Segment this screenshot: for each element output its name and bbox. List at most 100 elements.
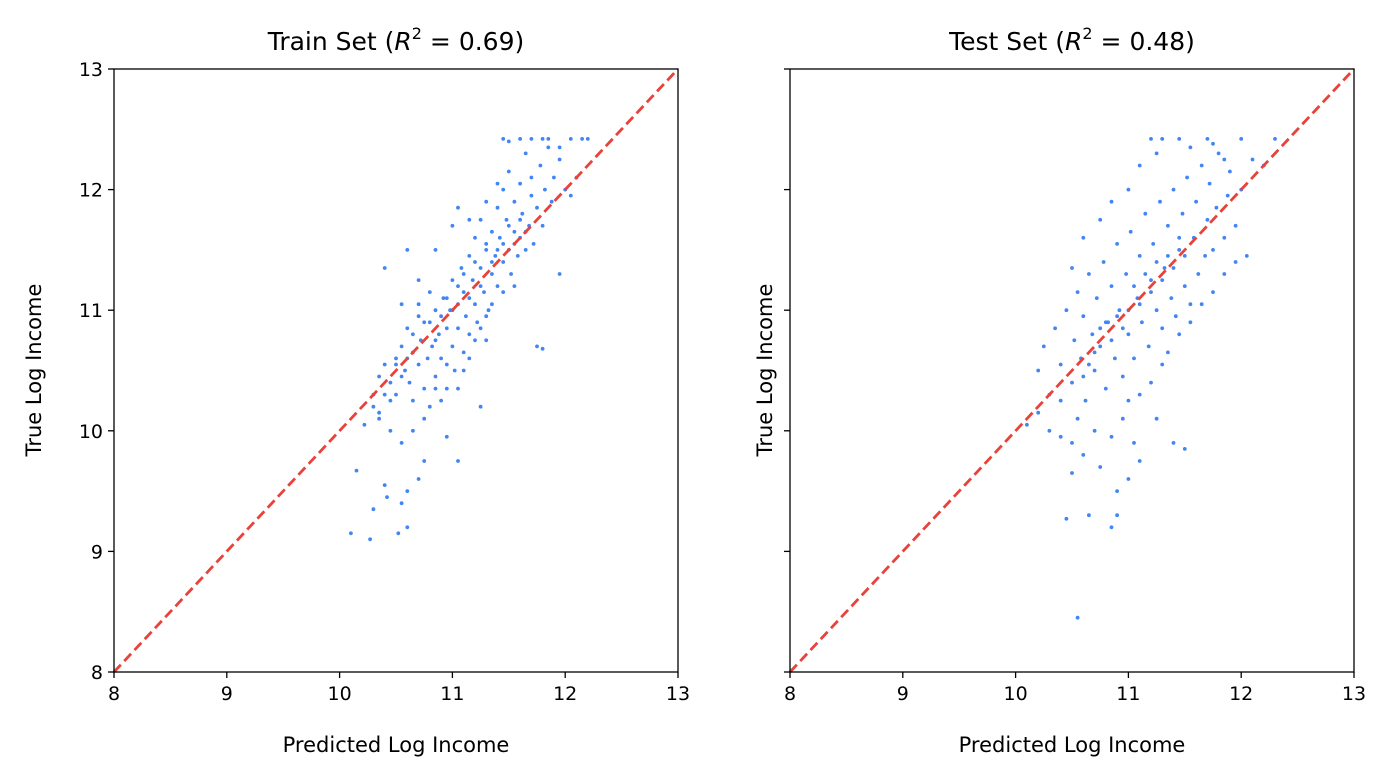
data-point <box>535 205 539 210</box>
data-point <box>437 332 441 337</box>
reference-line <box>112 68 680 673</box>
data-point <box>512 199 517 204</box>
data-point <box>518 137 522 141</box>
data-point <box>518 217 522 222</box>
data-point <box>470 278 475 282</box>
data-point <box>1182 447 1187 451</box>
data-point <box>484 242 489 246</box>
axes-frame <box>789 68 1355 673</box>
data-point <box>1188 302 1193 307</box>
y-tick-label: 11 <box>79 300 103 322</box>
data-point <box>478 284 483 288</box>
data-point <box>1169 296 1174 300</box>
data-point <box>422 459 427 463</box>
x-tick-label: 10 <box>328 683 352 705</box>
chart-title-main: Train Set ( <box>267 27 395 56</box>
data-point <box>1092 350 1097 355</box>
data-point <box>1214 205 1219 210</box>
data-point <box>531 242 536 246</box>
data-point <box>1160 278 1165 282</box>
data-point <box>399 374 404 379</box>
data-point <box>1098 217 1103 222</box>
data-point <box>1036 410 1041 415</box>
data-point <box>1058 434 1063 439</box>
reference-line <box>788 68 1356 673</box>
data-point <box>433 374 438 379</box>
data-point <box>1132 441 1136 445</box>
data-point <box>439 398 443 403</box>
data-point <box>1273 137 1277 141</box>
data-point <box>490 260 494 264</box>
y-axis-label: True Log Income <box>22 284 46 458</box>
data-point <box>490 229 494 234</box>
chart-title: Train Set (R2 = 0.69) <box>267 24 525 56</box>
data-point <box>1171 441 1176 445</box>
data-point <box>497 235 502 240</box>
data-point <box>1098 465 1103 469</box>
data-point <box>1101 260 1106 264</box>
x-tick-label: 10 <box>1004 683 1028 705</box>
chart-title-rest: = 0.69) <box>422 27 524 56</box>
data-point <box>430 344 434 349</box>
data-point <box>1036 368 1041 373</box>
data-point <box>461 368 466 373</box>
data-point <box>1128 229 1133 234</box>
data-point <box>1149 278 1153 282</box>
x-tick-label: 13 <box>666 683 690 705</box>
data-point <box>1120 374 1125 379</box>
data-point <box>416 314 421 319</box>
data-point <box>523 248 528 252</box>
data-point <box>394 392 398 397</box>
data-point <box>504 217 509 222</box>
plot-area: 8 9 10 11 12 13 <box>784 68 1366 705</box>
x-tick-label: 11 <box>440 683 464 705</box>
data-point <box>1216 151 1221 156</box>
x-tick-label: 12 <box>553 683 577 705</box>
data-point <box>484 199 489 204</box>
data-point <box>1103 386 1108 391</box>
data-point <box>486 308 491 313</box>
data-point <box>394 356 398 361</box>
data-point <box>1205 137 1210 141</box>
data-point <box>405 326 410 331</box>
data-point <box>540 223 545 228</box>
chart-title-main: Test Set ( <box>948 27 1065 56</box>
y-tick-label: 12 <box>79 180 103 202</box>
data-point <box>506 169 511 174</box>
data-point <box>1207 181 1212 186</box>
data-point <box>1222 157 1227 162</box>
data-point <box>482 290 486 294</box>
data-point <box>1199 302 1204 307</box>
data-point <box>427 404 432 409</box>
data-point <box>1154 260 1159 264</box>
data-point <box>416 362 421 367</box>
data-point <box>1075 615 1080 620</box>
data-point <box>388 428 393 433</box>
x-axis-label: Predicted Log Income <box>959 733 1186 757</box>
axes-frame <box>113 68 679 673</box>
data-point <box>1151 242 1156 246</box>
data-point <box>512 284 517 288</box>
data-point <box>493 254 498 258</box>
data-point <box>1177 248 1182 252</box>
data-point <box>568 193 573 198</box>
data-point <box>1126 398 1131 403</box>
data-point <box>467 254 472 258</box>
data-point <box>529 193 534 198</box>
data-point <box>1137 302 1142 307</box>
data-point <box>422 386 427 391</box>
data-point <box>354 468 359 473</box>
data-point <box>416 278 421 282</box>
data-point <box>1188 320 1193 325</box>
scatter-points <box>1025 137 1277 620</box>
data-point <box>1188 145 1193 150</box>
data-point <box>1180 211 1185 216</box>
data-point <box>1070 380 1074 385</box>
data-point <box>1160 326 1165 331</box>
data-point <box>478 217 483 222</box>
data-point <box>444 386 449 391</box>
data-point <box>546 137 551 141</box>
data-point <box>1173 314 1178 319</box>
data-point <box>1154 308 1159 313</box>
data-point <box>1177 332 1182 337</box>
